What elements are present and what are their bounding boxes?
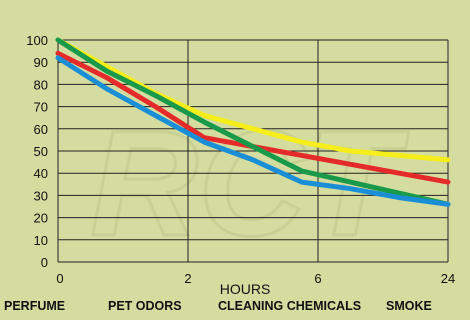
x-tick-label: 2 <box>184 271 191 286</box>
grid <box>57 39 449 263</box>
series-line-4 <box>55 55 451 207</box>
x-tick-label: 24 <box>441 271 455 286</box>
y-tick-label: 50 <box>34 144 48 159</box>
y-tick-label: 0 <box>41 255 48 270</box>
y-tick-label: 70 <box>34 100 48 115</box>
y-tick-label: 100 <box>26 33 48 48</box>
x-tick-labels: 0 2 6 24 <box>56 271 455 286</box>
y-tick-label: 10 <box>34 233 48 248</box>
category-label: SMOKE <box>386 299 432 313</box>
series-lines <box>55 37 451 207</box>
y-tick-label: 20 <box>34 211 48 226</box>
x-tick-label: 6 <box>314 271 321 286</box>
y-tick-label: 80 <box>34 77 48 92</box>
odor-categories: PERFUME PET ODORS CLEANING CHEMICALS SMOKE <box>4 299 432 313</box>
y-tick-label: 40 <box>34 166 48 181</box>
series-line-1 <box>55 37 451 163</box>
category-label: PERFUME <box>4 299 65 313</box>
y-tick-label: 60 <box>34 122 48 137</box>
y-tick-label: 90 <box>34 55 48 70</box>
y-tick-labels: 0 10 20 30 40 50 60 70 80 90 100 <box>26 33 48 270</box>
x-axis-title: HOURS <box>220 281 271 297</box>
y-tick-label: 30 <box>34 188 48 203</box>
x-tick-label: 0 <box>56 271 63 286</box>
category-label: PET ODORS <box>108 299 182 313</box>
series-line-3 <box>55 37 451 207</box>
category-label: CLEANING CHEMICALS <box>218 299 361 313</box>
